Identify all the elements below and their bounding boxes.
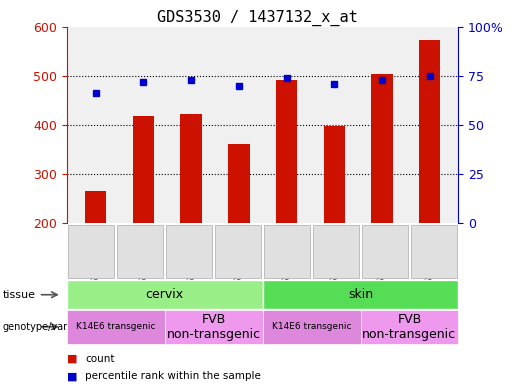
Text: ■: ■ bbox=[67, 354, 77, 364]
Bar bbox=[323, 126, 345, 223]
Text: percentile rank within the sample: percentile rank within the sample bbox=[85, 371, 261, 381]
Bar bbox=[85, 191, 106, 223]
Text: K14E6 transgenic: K14E6 transgenic bbox=[272, 322, 351, 331]
Bar bbox=[371, 74, 393, 223]
Text: genotype/variation: genotype/variation bbox=[3, 322, 95, 332]
Text: cervix: cervix bbox=[146, 288, 184, 301]
Text: tissue: tissue bbox=[3, 290, 36, 300]
Bar bbox=[132, 116, 154, 223]
Text: ■: ■ bbox=[67, 371, 77, 381]
Bar bbox=[228, 144, 250, 223]
Bar bbox=[419, 40, 440, 223]
Bar bbox=[276, 80, 297, 223]
Text: count: count bbox=[85, 354, 114, 364]
Text: skin: skin bbox=[348, 288, 373, 301]
Text: GDS3530 / 1437132_x_at: GDS3530 / 1437132_x_at bbox=[157, 10, 358, 26]
Bar bbox=[180, 114, 202, 223]
Text: FVB
non-transgenic: FVB non-transgenic bbox=[363, 313, 456, 341]
Text: FVB
non-transgenic: FVB non-transgenic bbox=[167, 313, 261, 341]
Text: K14E6 transgenic: K14E6 transgenic bbox=[76, 322, 156, 331]
